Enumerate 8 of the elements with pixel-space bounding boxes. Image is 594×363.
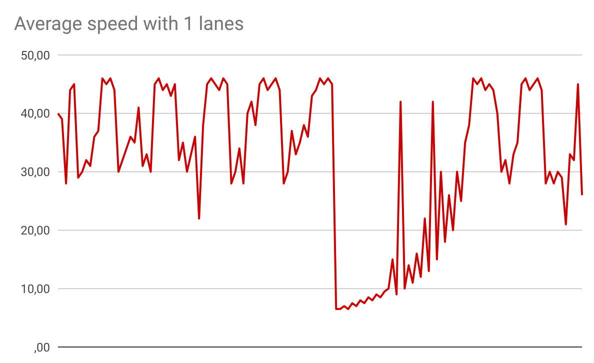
chart-title: Average speed with 1 lanes [14, 12, 244, 35]
y-tick-label: ,00 [34, 340, 50, 354]
y-tick-label: 20,00 [20, 223, 50, 238]
y-tick-label: 10,00 [20, 282, 50, 296]
line-series [57, 77, 583, 310]
y-tick-label: 50,00 [20, 48, 50, 62]
y-tick-label: 40,00 [20, 106, 50, 121]
y-tick-label: 30,00 [20, 165, 50, 180]
